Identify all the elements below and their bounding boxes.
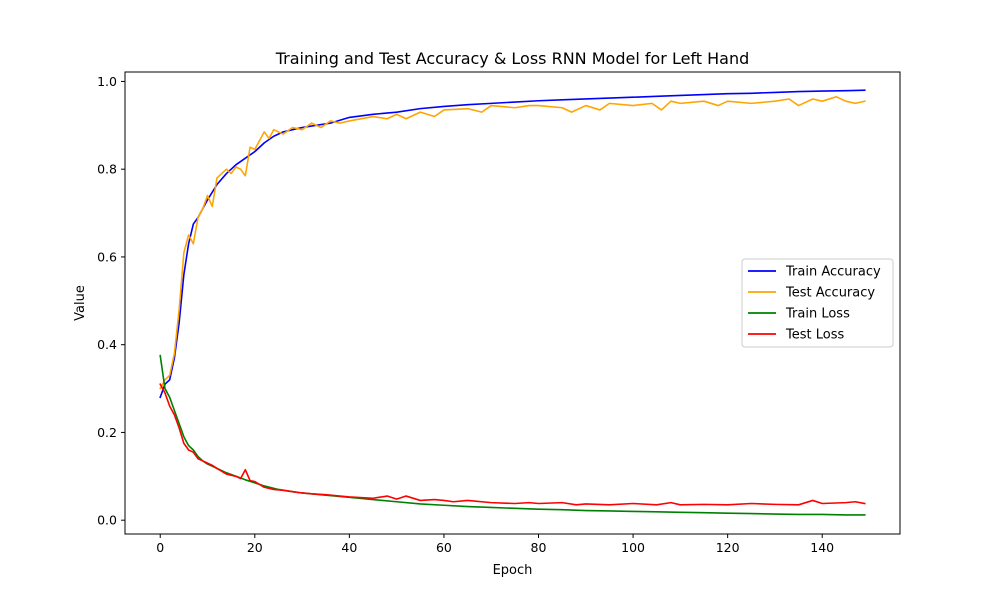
series-line-3	[159, 383, 866, 506]
x-tick-label: 80	[531, 540, 547, 555]
y-axis: 0.0 0.2 0.4 0.6 0.8 1.0	[97, 74, 125, 528]
x-tick-label: 20	[247, 540, 263, 555]
legend-entry-label: Test Accuracy	[785, 286, 875, 301]
series-line-0	[159, 89, 866, 399]
x-tick-label: 120	[716, 540, 740, 555]
y-tick-label: 0.2	[97, 425, 117, 440]
y-tick-label: 0.4	[97, 337, 117, 352]
x-axis-label: Epoch	[493, 563, 533, 578]
y-axis-label: Value	[73, 285, 88, 321]
x-tick-label: 60	[436, 540, 452, 555]
legend-entry-label: Train Accuracy	[785, 265, 881, 280]
x-tick-label: 40	[341, 540, 357, 555]
legend: Train Accuracy Test Accuracy Train Loss Tes…	[741, 258, 894, 348]
series-layer	[159, 89, 866, 516]
legend-entry-label: Train Loss	[785, 307, 850, 322]
y-tick-label: 0.8	[97, 162, 117, 177]
y-tick-label: 1.0	[97, 74, 117, 89]
plot-area-frame	[124, 71, 901, 535]
chart-title: Training and Test Accuracy & Loss RNN Mo…	[275, 49, 750, 68]
x-tick-label: 140	[810, 540, 834, 555]
series-line-1	[159, 95, 866, 390]
legend-entry-label: Test Loss	[785, 328, 844, 343]
series-line-2	[159, 354, 866, 516]
x-tick-label: 100	[621, 540, 645, 555]
y-tick-label: 0.6	[97, 249, 117, 264]
x-tick-label: 0	[156, 540, 164, 555]
y-tick-label: 0.0	[97, 513, 117, 528]
x-axis: 0 20 40 60 80 100 120 140	[156, 534, 834, 555]
legend-frame	[741, 258, 894, 348]
